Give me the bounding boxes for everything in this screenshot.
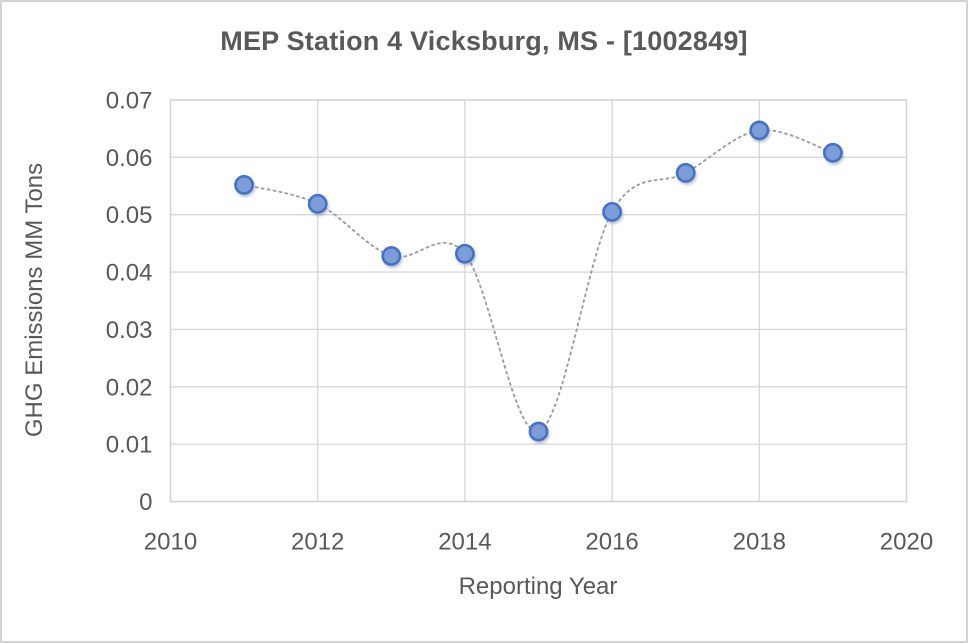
data-point-markers (234, 120, 843, 442)
data-point-marker (381, 246, 402, 266)
y-tick-label: 0.06 (106, 145, 153, 172)
data-point-marker (602, 201, 623, 222)
y-tick-label: 0.03 (106, 317, 153, 344)
data-point-marker (234, 174, 255, 195)
data-point-marker (307, 193, 328, 214)
x-tick-label: 2016 (585, 529, 638, 556)
x-axis-title: Reporting Year (459, 573, 618, 600)
y-tick-label: 0.04 (106, 260, 153, 287)
y-axis-tick-labels: 0 0.01 0.02 0.03 0.04 0.05 0.06 0.07 (106, 88, 153, 517)
y-tick-label: 0.01 (106, 432, 153, 459)
x-tick-label: 2010 (144, 529, 197, 556)
data-point-marker (528, 421, 549, 442)
y-tick-label: 0.02 (106, 374, 153, 401)
x-tick-label: 2012 (291, 529, 344, 556)
x-tick-label: 2018 (733, 529, 786, 556)
x-axis-tick-labels: 2010 2012 2014 2016 2018 2020 (144, 529, 933, 556)
data-point-marker (675, 162, 696, 183)
data-point-marker (749, 120, 770, 141)
plot-border-rect (169, 99, 908, 503)
y-axis-title: GHG Emissions MM Tons (21, 163, 48, 437)
plot-border (169, 99, 908, 503)
x-tick-label: 2014 (438, 529, 491, 556)
gridlines (170, 100, 907, 502)
chart-title: MEP Station 4 Vicksburg, MS - [1002849] (220, 26, 748, 56)
y-tick-label: 0 (139, 489, 152, 516)
data-point-marker (454, 243, 475, 264)
y-tick-label: 0.07 (106, 88, 153, 115)
y-tick-label: 0.05 (106, 202, 153, 229)
data-point-marker (823, 142, 843, 163)
x-tick-label: 2020 (880, 529, 933, 556)
